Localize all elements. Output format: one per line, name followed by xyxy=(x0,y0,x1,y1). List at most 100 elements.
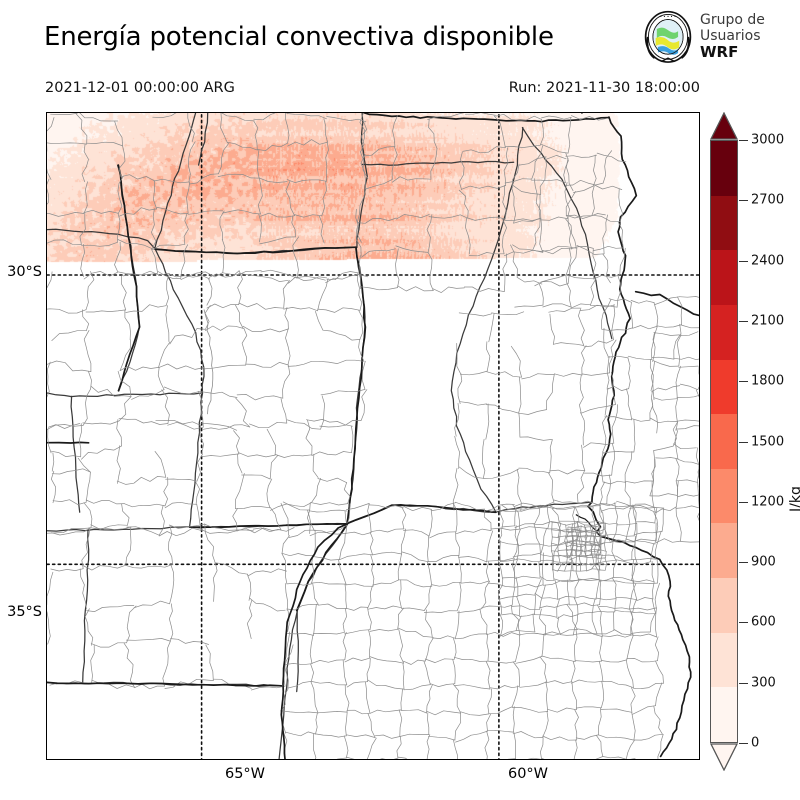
partido-boundary-buenos-aires xyxy=(346,681,369,688)
colorbar-tick-2700 xyxy=(739,200,748,202)
partido-boundary-buenos-aires-ne xyxy=(593,563,600,580)
partido-boundary-buenos-aires xyxy=(427,561,433,587)
partido-boundary-buenos-aires xyxy=(313,529,316,556)
department-boundary-north xyxy=(47,178,50,205)
partido-boundary-buenos-aires-ne xyxy=(499,613,504,637)
logo-line-2: Usuarios xyxy=(700,28,761,44)
partido-boundary-buenos-aires xyxy=(541,655,576,663)
partido-boundary-buenos-aires xyxy=(399,579,402,609)
partido-boundary-buenos-aires xyxy=(599,505,605,534)
department-boundary-cuyo xyxy=(205,325,244,331)
department-boundary-entrerios xyxy=(491,311,525,316)
partido-boundary-gba-core xyxy=(595,530,600,533)
partido-boundary-buenos-aires xyxy=(577,628,603,637)
logo-line-3: WRF xyxy=(700,43,739,61)
department-boundary-chaco-santafe xyxy=(359,286,398,291)
department-boundary-entrerios xyxy=(510,345,522,378)
partido-boundary-buenos-aires xyxy=(632,705,656,715)
partido-boundary-gba-core xyxy=(584,536,587,543)
department-boundary-central xyxy=(83,502,93,528)
department-boundary-central xyxy=(201,422,238,431)
department-boundary-corrientes xyxy=(542,247,573,255)
department-boundary-central xyxy=(116,476,167,485)
department-boundary-cuyo xyxy=(285,328,291,366)
department-boundary-lapampa xyxy=(123,642,135,688)
province-border-bold-3 xyxy=(188,522,349,529)
department-boundary-central xyxy=(269,455,278,480)
partido-boundary-buenos-aires xyxy=(594,756,604,759)
department-boundary-cuyo xyxy=(249,421,288,429)
lat-tick-label-35s: 35°S xyxy=(7,604,42,620)
partido-boundary-buenos-aires xyxy=(367,607,372,631)
partido-boundary-buenos-aires-ne xyxy=(595,579,600,600)
partido-boundary-buenos-aires xyxy=(453,739,458,759)
partido-boundary-buenos-aires xyxy=(311,659,346,664)
partido-boundary-gba xyxy=(577,530,581,537)
department-boundary-chaco-santafe xyxy=(391,145,398,180)
department-boundary-chaco-santafe xyxy=(397,285,434,292)
department-boundary-cuyo xyxy=(82,388,91,426)
partido-boundary-buenos-aires xyxy=(625,740,635,759)
department-boundary-chaco-santafe xyxy=(461,185,507,190)
partido-boundary-gba-core xyxy=(581,540,587,543)
lon-tick-label-65w: 65°W xyxy=(224,766,266,782)
partido-boundary-buenos-aires-ne xyxy=(551,508,560,524)
department-boundary-central xyxy=(312,453,319,478)
partido-boundary-gba-core xyxy=(571,535,578,538)
partido-boundary-buenos-aires xyxy=(575,706,602,709)
department-boundary-entrerios xyxy=(581,345,587,376)
partido-boundary-buenos-aires xyxy=(598,734,635,741)
department-boundary-central xyxy=(158,527,202,537)
province-border-buenos-aires-west xyxy=(280,522,349,759)
page-title: Energía potencial convectiva disponible xyxy=(44,22,554,52)
partido-boundary-buenos-aires xyxy=(428,735,456,741)
partido-boundary-gba-core xyxy=(575,526,577,533)
partido-boundary-buenos-aires-ne xyxy=(499,559,518,562)
partido-boundary-buenos-aires xyxy=(601,634,633,638)
department-boundary-uruguay xyxy=(608,298,632,303)
department-boundary-central xyxy=(306,419,353,427)
department-boundary-central xyxy=(194,480,200,505)
partido-boundary-buenos-aires xyxy=(423,585,431,611)
department-boundary-entrerios xyxy=(611,304,616,341)
partido-boundary-buenos-aires-ne xyxy=(557,522,561,546)
partido-boundary-buenos-aires xyxy=(397,756,408,759)
department-boundary-lapampa xyxy=(204,523,216,564)
colorbar-band-4 xyxy=(711,468,737,524)
partido-boundary-buenos-aires xyxy=(527,757,542,759)
border-uruguay-brazil xyxy=(634,290,699,317)
province-border-bold-5 xyxy=(47,441,90,444)
partido-boundary-gba xyxy=(605,550,607,559)
partido-boundary-buenos-aires xyxy=(344,629,371,635)
partido-boundary-buenos-aires xyxy=(307,510,315,531)
partido-boundary-buenos-aires xyxy=(575,734,599,740)
valid-time-label: 2021-12-01 00:00:00 ARG xyxy=(45,80,235,96)
department-boundary-chaco-santafe xyxy=(363,145,396,157)
partido-boundary-gba-core xyxy=(575,531,578,538)
partido-boundary-gba xyxy=(551,555,553,565)
department-boundary-central xyxy=(196,503,202,531)
partido-boundary-buenos-aires xyxy=(600,708,633,713)
department-boundary-chaco-santafe xyxy=(495,113,542,121)
partido-boundary-buenos-aires xyxy=(283,663,289,690)
department-boundary-entrerios xyxy=(520,501,555,512)
department-boundary-central xyxy=(154,451,167,478)
partido-boundary-buenos-aires-ne xyxy=(515,615,522,632)
partido-boundary-gba xyxy=(572,535,575,545)
department-boundary-north xyxy=(187,113,195,142)
department-boundary-north xyxy=(157,271,182,279)
department-boundary-cuyo xyxy=(157,366,165,390)
department-boundary-chaco-santafe xyxy=(359,113,366,155)
department-boundary-lapampa xyxy=(247,568,287,577)
partido-boundary-buenos-aires xyxy=(546,680,572,684)
department-boundary-north xyxy=(152,113,177,118)
department-boundary-chaco-santafe xyxy=(458,151,465,191)
partido-boundary-buenos-aires xyxy=(655,660,664,684)
department-boundary-lapampa xyxy=(81,527,91,570)
department-boundary-cuyo xyxy=(358,339,365,362)
partido-boundary-gba xyxy=(592,557,595,565)
partido-boundary-buenos-aires-ne xyxy=(574,579,580,598)
partido-boundary-buenos-aires xyxy=(542,711,549,738)
partido-boundary-buenos-aires xyxy=(507,758,516,759)
department-boundary-uruguay xyxy=(624,451,633,483)
